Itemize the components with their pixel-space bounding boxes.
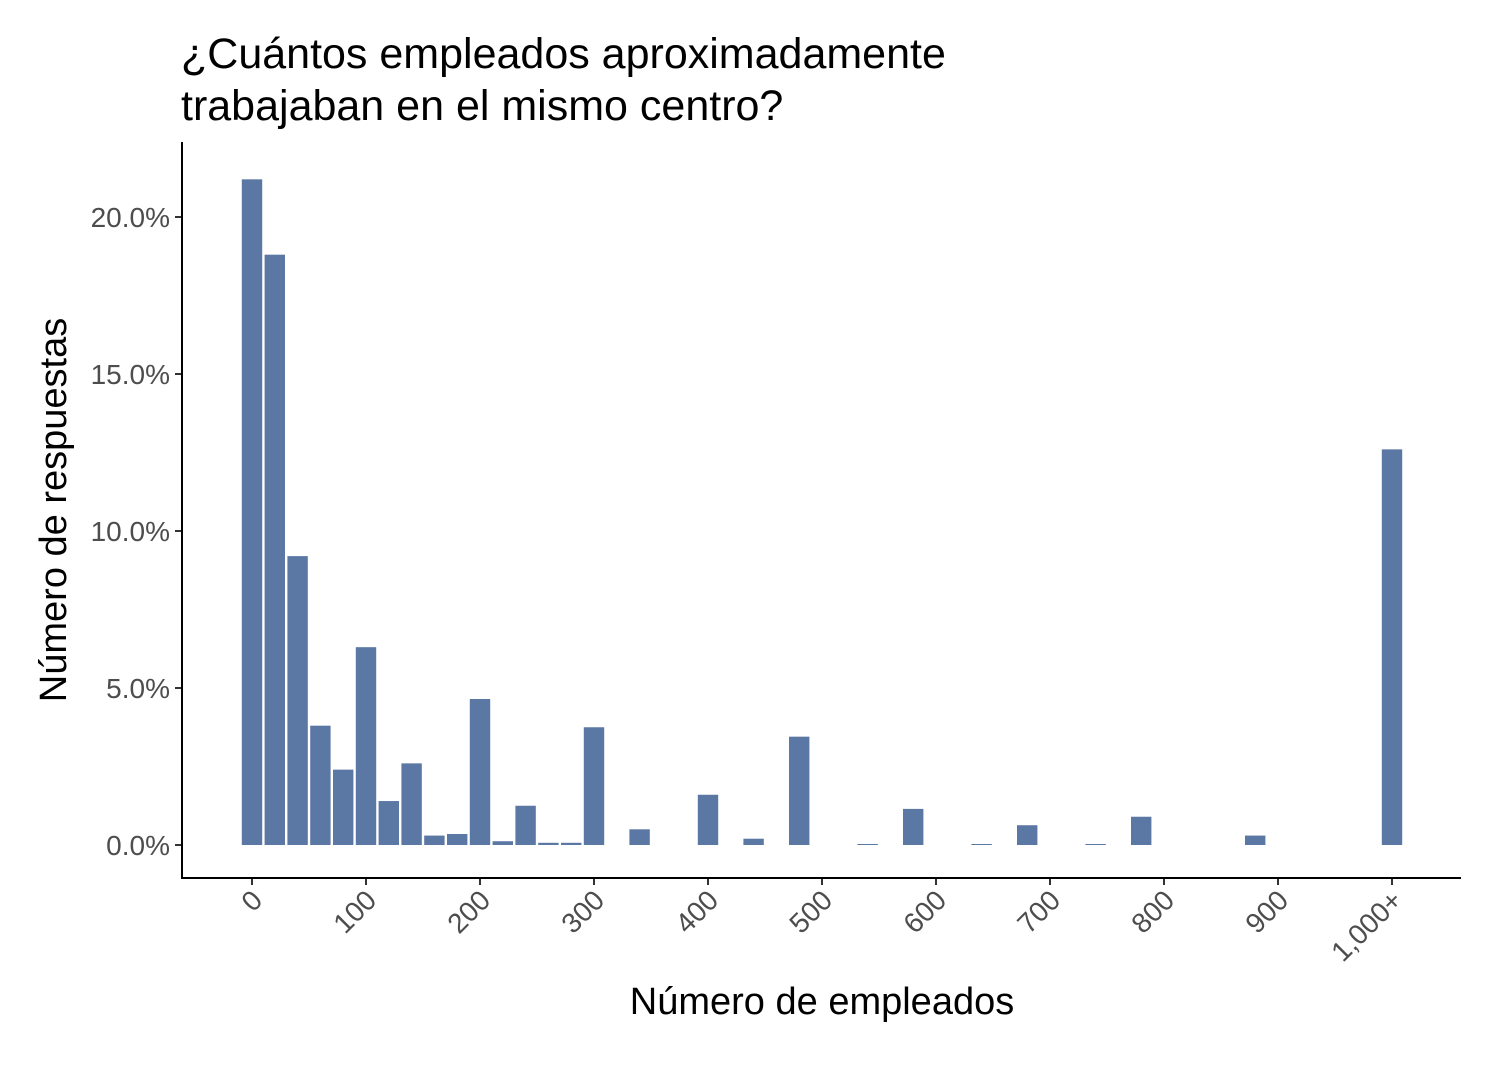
y-tick-label: 10.0% (91, 516, 170, 547)
y-axis-ticks: 0.0% 5.0% 10.0% 15.0% 20.0% (91, 202, 182, 861)
bar-20 (264, 254, 285, 845)
bar-240 (515, 805, 536, 845)
x-axis-ticks: 0 100 200 300 400 500 600 700 800 900 1,000+ (235, 878, 1408, 967)
bar-880 (1245, 835, 1266, 845)
y-axis-title: Número de respuestas (33, 318, 75, 702)
bar-340 (629, 829, 650, 845)
x-tick-label: 0 (235, 884, 268, 917)
bar-400 (697, 794, 719, 845)
bar-100 (355, 647, 377, 845)
bar-440 (743, 838, 764, 845)
bar-740 (1085, 844, 1106, 845)
bar-220 (492, 841, 513, 845)
x-tick-label: 400 (669, 884, 724, 939)
x-tick-label: 500 (783, 884, 838, 939)
bar-40 (287, 556, 308, 845)
x-axis-title: Número de empleados (630, 981, 1014, 1023)
bar-180 (447, 834, 468, 845)
x-tick-label: 300 (555, 884, 610, 939)
chart-title-line-1: ¿Cuántos empleados aproximadamente (181, 30, 946, 78)
bar-200 (469, 698, 491, 845)
y-tick-label: 15.0% (91, 359, 170, 390)
y-tick-label: 5.0% (106, 673, 170, 704)
bar-680 (1017, 825, 1038, 845)
bar-140 (401, 763, 422, 845)
bar-280 (561, 842, 582, 845)
bar-120 (378, 801, 399, 845)
bar-0 (241, 179, 263, 845)
bar-60 (310, 725, 331, 845)
bar-1000 (1381, 449, 1403, 845)
x-tick-label: 200 (441, 884, 496, 939)
bars-group (241, 179, 1403, 845)
chart-title-line-2: trabajaban en el mismo centro? (181, 82, 783, 130)
bar-300 (583, 727, 605, 845)
x-tick-label: 600 (897, 884, 952, 939)
x-tick-label: 100 (327, 884, 382, 939)
bar-160 (424, 835, 445, 845)
x-tick-label: 800 (1125, 884, 1180, 939)
x-tick-label: 700 (1011, 884, 1066, 939)
x-tick-label: 1,000+ (1325, 884, 1408, 967)
bar-780 (1131, 816, 1152, 845)
y-tick-label: 0.0% (106, 830, 170, 861)
bar-580 (903, 808, 924, 845)
bar-480 (789, 736, 810, 845)
x-tick-label: 900 (1239, 884, 1294, 939)
bar-260 (538, 842, 559, 845)
bar-80 (333, 769, 354, 845)
y-tick-label: 20.0% (91, 202, 170, 233)
bar-640 (971, 844, 992, 845)
bar-540 (857, 844, 878, 845)
